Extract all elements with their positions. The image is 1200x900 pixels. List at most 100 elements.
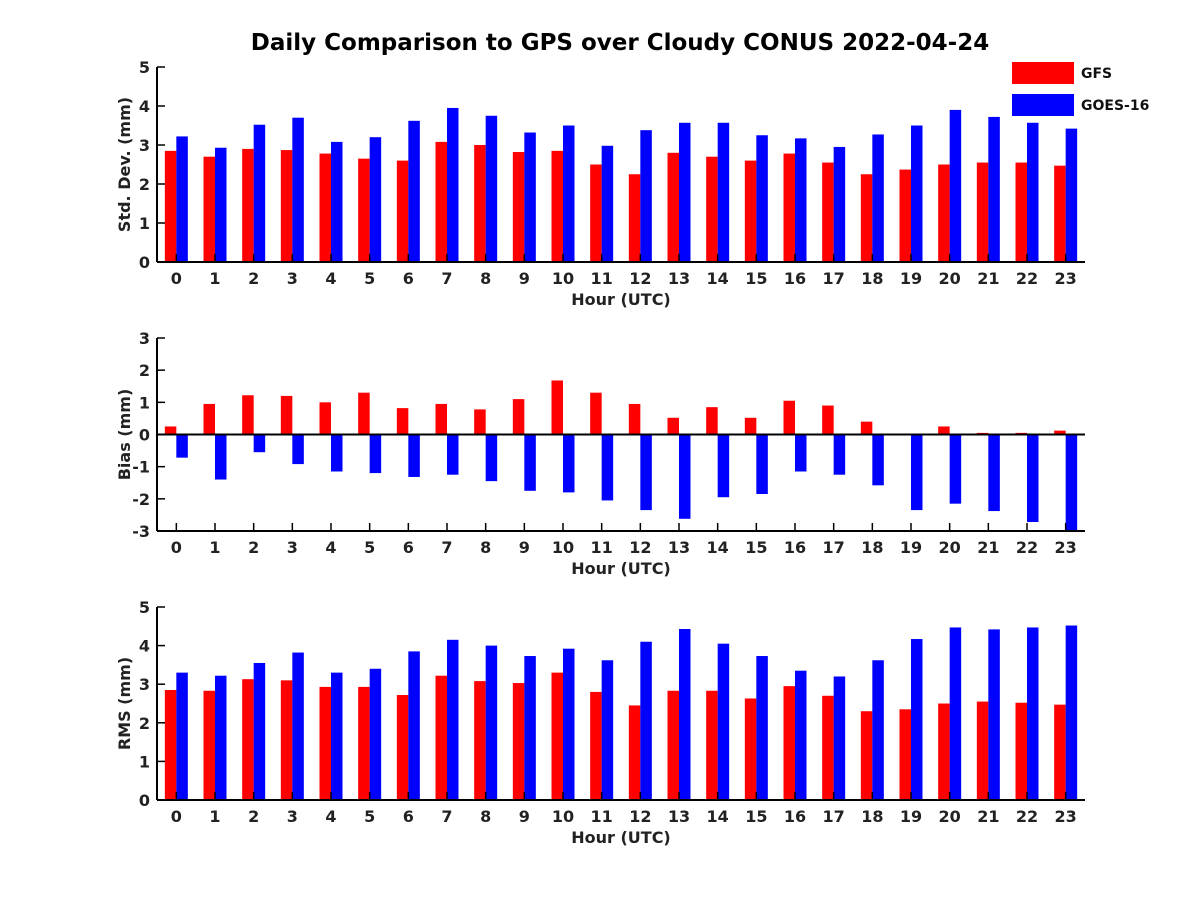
x-tick-label: 7 [441, 538, 452, 557]
bar-gfs-2 [242, 148, 254, 262]
bar-gfs-23 [1054, 430, 1066, 435]
y-axis-label: Bias (mm) [115, 389, 134, 481]
bar-gfs-7 [435, 675, 447, 800]
x-tick-label: 12 [629, 807, 651, 826]
bar-gfs-20 [938, 164, 950, 262]
legend-swatch-gfs [1012, 62, 1074, 84]
bar-gfs-2 [242, 395, 254, 435]
y-tick-label: 3 [139, 136, 150, 155]
bar-goes-16-23 [1065, 128, 1078, 262]
bar-goes-16-7 [447, 107, 459, 262]
x-tick-label: 6 [403, 807, 414, 826]
bar-goes-16-1 [215, 434, 227, 480]
bar-gfs-20 [938, 426, 950, 435]
bar-gfs-16 [783, 153, 795, 262]
bar-goes-16-15 [756, 656, 768, 800]
bar-goes-16-21 [988, 629, 1000, 800]
x-tick-label: 10 [552, 807, 574, 826]
x-tick-label: 17 [823, 538, 845, 557]
bar-goes-16-17 [833, 146, 846, 262]
x-tick-label: 14 [707, 807, 729, 826]
bar-gfs-11 [590, 164, 602, 262]
bar-goes-16-8 [485, 645, 498, 800]
bar-goes-16-10 [563, 434, 575, 493]
x-axis-label: Hour (UTC) [571, 559, 671, 578]
x-tick-label: 23 [1055, 538, 1077, 557]
x-tick-label: 7 [441, 807, 452, 826]
bar-goes-16-11 [601, 660, 614, 800]
x-tick-label: 21 [977, 269, 999, 288]
bar-goes-16-15 [756, 135, 768, 262]
x-tick-label: 17 [823, 269, 845, 288]
bar-gfs-20 [938, 703, 950, 800]
bar-gfs-13 [667, 690, 679, 800]
bar-goes-16-4 [331, 672, 343, 800]
x-tick-label: 14 [707, 269, 729, 288]
bar-gfs-14 [706, 690, 718, 800]
bar-gfs-4 [319, 153, 331, 262]
bar-goes-16-2 [253, 434, 266, 453]
bar-gfs-10 [551, 380, 563, 435]
bar-goes-16-6 [408, 434, 420, 477]
bar-goes-16-8 [485, 115, 498, 262]
x-tick-label: 16 [784, 538, 806, 557]
y-tick-label: -2 [132, 490, 150, 509]
x-tick-label: 8 [480, 538, 491, 557]
bar-goes-16-13 [679, 629, 691, 800]
bar-goes-16-20 [949, 627, 962, 800]
x-tick-label: 11 [591, 269, 613, 288]
bar-gfs-14 [706, 407, 718, 435]
bar-goes-16-1 [215, 675, 227, 800]
x-tick-label: 20 [939, 807, 961, 826]
y-tick-label: 2 [139, 714, 150, 733]
bar-goes-16-6 [408, 651, 420, 800]
bar-goes-16-0 [176, 672, 188, 800]
bar-goes-16-9 [524, 656, 536, 800]
x-tick-label: 4 [325, 269, 336, 288]
bar-goes-16-16 [795, 138, 807, 262]
x-tick-label: 7 [441, 269, 452, 288]
bar-gfs-11 [590, 392, 602, 435]
bar-goes-16-12 [640, 434, 652, 511]
y-tick-label: -3 [132, 522, 150, 541]
bar-gfs-12 [628, 705, 641, 800]
bar-gfs-1 [203, 403, 215, 435]
x-tick-label: 16 [784, 807, 806, 826]
bar-gfs-6 [396, 408, 409, 435]
bar-gfs-23 [1054, 704, 1066, 800]
x-axis-label: Hour (UTC) [571, 290, 671, 309]
bar-goes-16-13 [679, 122, 691, 263]
x-tick-label: 23 [1055, 807, 1077, 826]
bar-gfs-21 [976, 162, 989, 262]
x-tick-label: 9 [519, 538, 530, 557]
bar-gfs-17 [822, 695, 834, 800]
x-tick-label: 12 [629, 269, 651, 288]
bar-gfs-4 [319, 402, 331, 435]
x-tick-label: 3 [287, 269, 298, 288]
bar-gfs-9 [512, 683, 525, 800]
x-tick-label: 2 [248, 269, 259, 288]
bar-gfs-3 [280, 680, 293, 800]
bar-gfs-2 [242, 679, 254, 800]
x-tick-label: 11 [591, 538, 613, 557]
legend-swatch-goes-16 [1012, 94, 1074, 116]
x-tick-label: 8 [480, 807, 491, 826]
bar-goes-16-6 [408, 120, 420, 262]
bar-goes-16-20 [949, 434, 962, 504]
x-tick-label: 1 [209, 538, 220, 557]
bar-gfs-8 [474, 145, 486, 262]
bar-gfs-3 [280, 150, 293, 262]
x-tick-label: 12 [629, 538, 651, 557]
bar-goes-16-14 [717, 643, 730, 800]
x-tick-label: 15 [745, 538, 767, 557]
bar-gfs-0 [164, 689, 177, 800]
bar-gfs-15 [744, 417, 757, 435]
bar-gfs-17 [822, 405, 834, 435]
x-tick-label: 18 [861, 538, 883, 557]
x-tick-label: 22 [1016, 807, 1038, 826]
bar-goes-16-22 [1027, 434, 1039, 522]
bar-goes-16-21 [988, 434, 1000, 512]
y-tick-label: 2 [139, 361, 150, 380]
y-tick-label: 1 [139, 393, 150, 412]
